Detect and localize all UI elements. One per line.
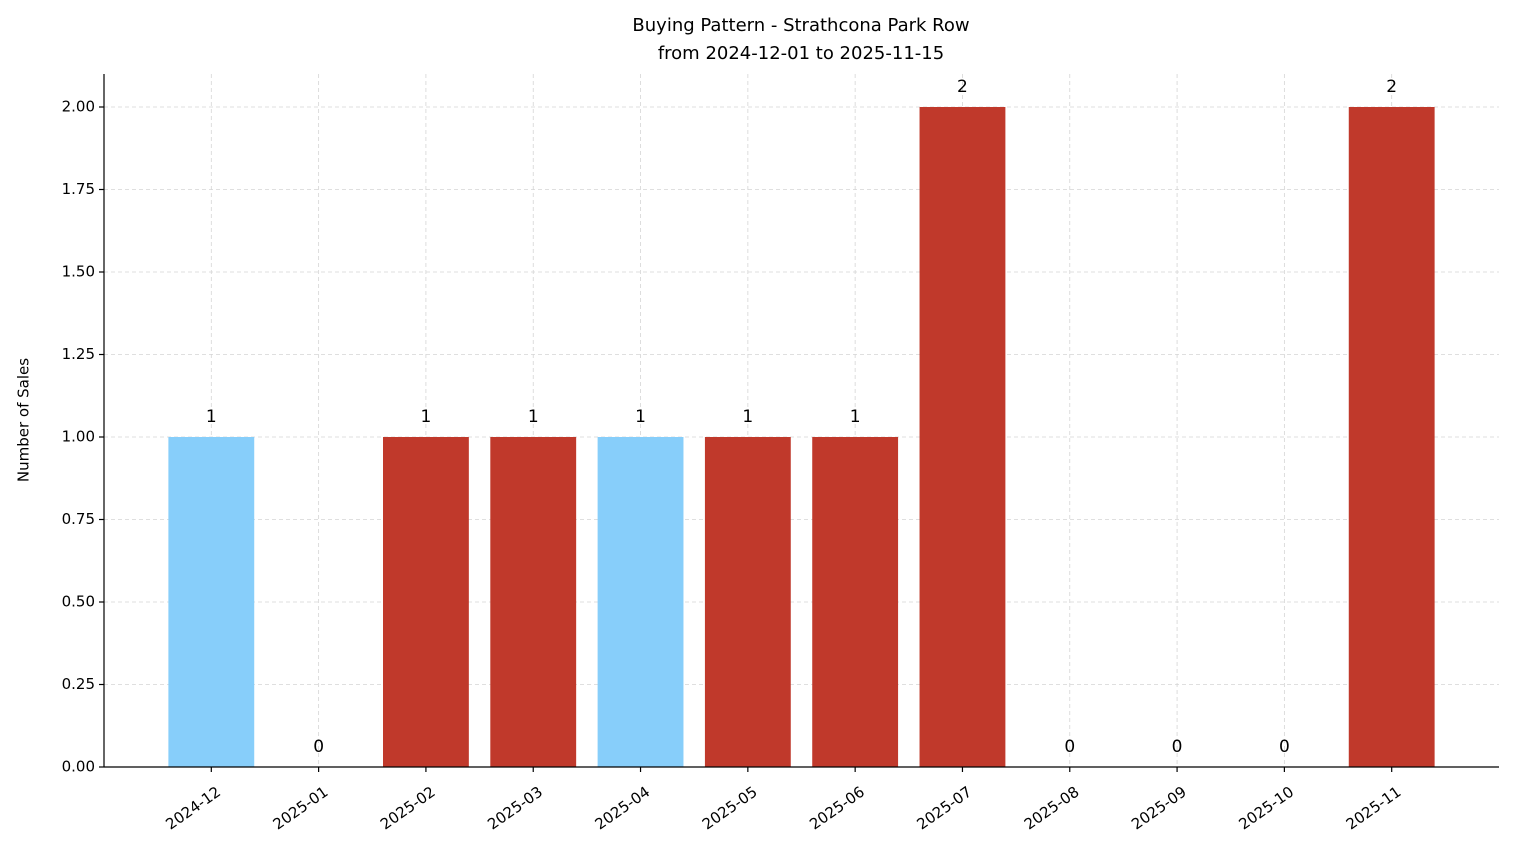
value-label: 0 (313, 737, 324, 757)
x-tick-label: 2025-09 (1128, 783, 1190, 834)
bar (919, 107, 1006, 767)
bar (1348, 107, 1435, 767)
x-tick-label: 2024-12 (162, 783, 224, 834)
y-tick-label: 1.75 (62, 180, 95, 198)
y-tick-label: 0.00 (62, 758, 95, 776)
chart-title: Buying Pattern - Strathcona Park Row (632, 15, 969, 36)
value-label: 1 (635, 407, 646, 427)
bar (383, 437, 469, 767)
value-label: 0 (1172, 737, 1183, 757)
y-tick-label: 2.00 (62, 98, 95, 116)
y-tick-label: 1.50 (62, 263, 95, 281)
value-label: 1 (206, 407, 217, 427)
y-axis-label: Number of Sales (15, 358, 33, 482)
value-label: 1 (850, 407, 861, 427)
x-tick-label: 2025-03 (484, 783, 546, 834)
y-tick-label: 1.00 (62, 428, 95, 446)
x-tick-label: 2025-08 (1021, 783, 1083, 834)
value-label: 0 (1064, 737, 1075, 757)
bar (812, 437, 899, 767)
x-tick-label: 2025-06 (806, 783, 868, 834)
y-tick-label: 1.25 (62, 345, 95, 363)
x-tick-label: 2025-10 (1235, 783, 1297, 834)
value-label: 1 (421, 407, 432, 427)
x-tick-label: 2025-02 (377, 783, 439, 834)
x-tick-label: 2025-01 (270, 783, 332, 834)
x-tick-label: 2025-07 (914, 783, 976, 834)
y-tick-label: 0.75 (62, 510, 95, 528)
value-label: 2 (957, 77, 968, 97)
bar (168, 437, 255, 767)
value-label: 0 (1279, 737, 1290, 757)
x-tick-label: 2025-05 (699, 783, 761, 834)
x-tick-label: 2025-04 (592, 783, 654, 834)
value-label: 1 (742, 407, 753, 427)
bar (597, 437, 684, 767)
value-label: 2 (1386, 77, 1397, 97)
bar (490, 437, 577, 767)
y-tick-label: 0.50 (62, 593, 95, 611)
y-tick-label: 0.25 (62, 675, 95, 693)
value-label: 1 (528, 407, 539, 427)
chart-subtitle: from 2024-12-01 to 2025-11-15 (658, 43, 944, 64)
x-tick-label: 2025-11 (1343, 783, 1405, 834)
bar (704, 437, 791, 767)
